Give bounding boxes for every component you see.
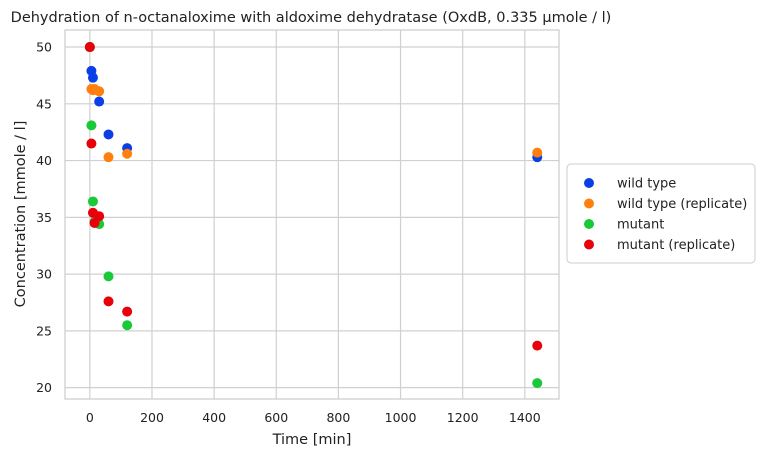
x-tick-label: 1400 [509, 410, 541, 425]
y-tick-label: 50 [36, 40, 52, 55]
y-tick-label: 20 [36, 380, 52, 395]
legend-entry: wild type [617, 177, 676, 192]
x-axis-label: Time [min] [272, 432, 352, 448]
y-tick-label: 35 [36, 210, 52, 225]
data-point [94, 96, 105, 107]
data-points [84, 42, 543, 389]
data-point [84, 42, 95, 53]
x-tick-label: 1200 [447, 410, 479, 425]
data-point [86, 138, 97, 149]
data-point [94, 86, 105, 97]
legend-entry: wild type (replicate) [617, 197, 747, 212]
y-tick-label: 30 [36, 267, 52, 282]
x-tick-label: 600 [264, 410, 288, 425]
data-point [103, 271, 114, 282]
legend-marker [584, 198, 594, 209]
tick-labels: 0 200 400 600 800 1000 1200 1400 20 25 30 35 40 45 50 [36, 40, 541, 425]
legend-box [566, 163, 756, 264]
legend-marker [584, 239, 594, 250]
chart-title: Dehydration of n-octanaloxime with aldox… [11, 10, 612, 26]
data-point [122, 320, 133, 331]
data-point [86, 120, 97, 131]
data-point [103, 296, 114, 307]
data-point [103, 152, 114, 163]
data-point [103, 129, 114, 140]
legend-marker [584, 178, 594, 188]
legend-entry: mutant [617, 218, 664, 233]
data-point [94, 211, 105, 222]
x-tick-label: 400 [202, 410, 226, 425]
data-point [532, 340, 543, 351]
x-tick-label: 200 [140, 410, 164, 425]
data-point [532, 378, 543, 389]
data-point [122, 306, 133, 317]
data-point [122, 148, 133, 159]
grid [65, 30, 559, 399]
legend-marker [584, 219, 594, 229]
legend: wild type wild type (replicate) mutant muta… [566, 163, 756, 264]
x-tick-label: 0 [86, 410, 94, 425]
y-tick-label: 40 [36, 153, 52, 168]
data-point [532, 147, 543, 158]
x-tick-label: 800 [326, 410, 350, 425]
y-tick-label: 25 [36, 323, 52, 338]
legend-entry: mutant (replicate) [617, 238, 735, 253]
y-tick-label: 45 [36, 96, 52, 111]
x-tick-label: 1000 [385, 410, 417, 425]
data-point [87, 196, 98, 207]
data-point [87, 72, 98, 83]
plot-frame [64, 29, 560, 400]
y-axis-label: Concentration [mmole / l] [13, 121, 29, 308]
